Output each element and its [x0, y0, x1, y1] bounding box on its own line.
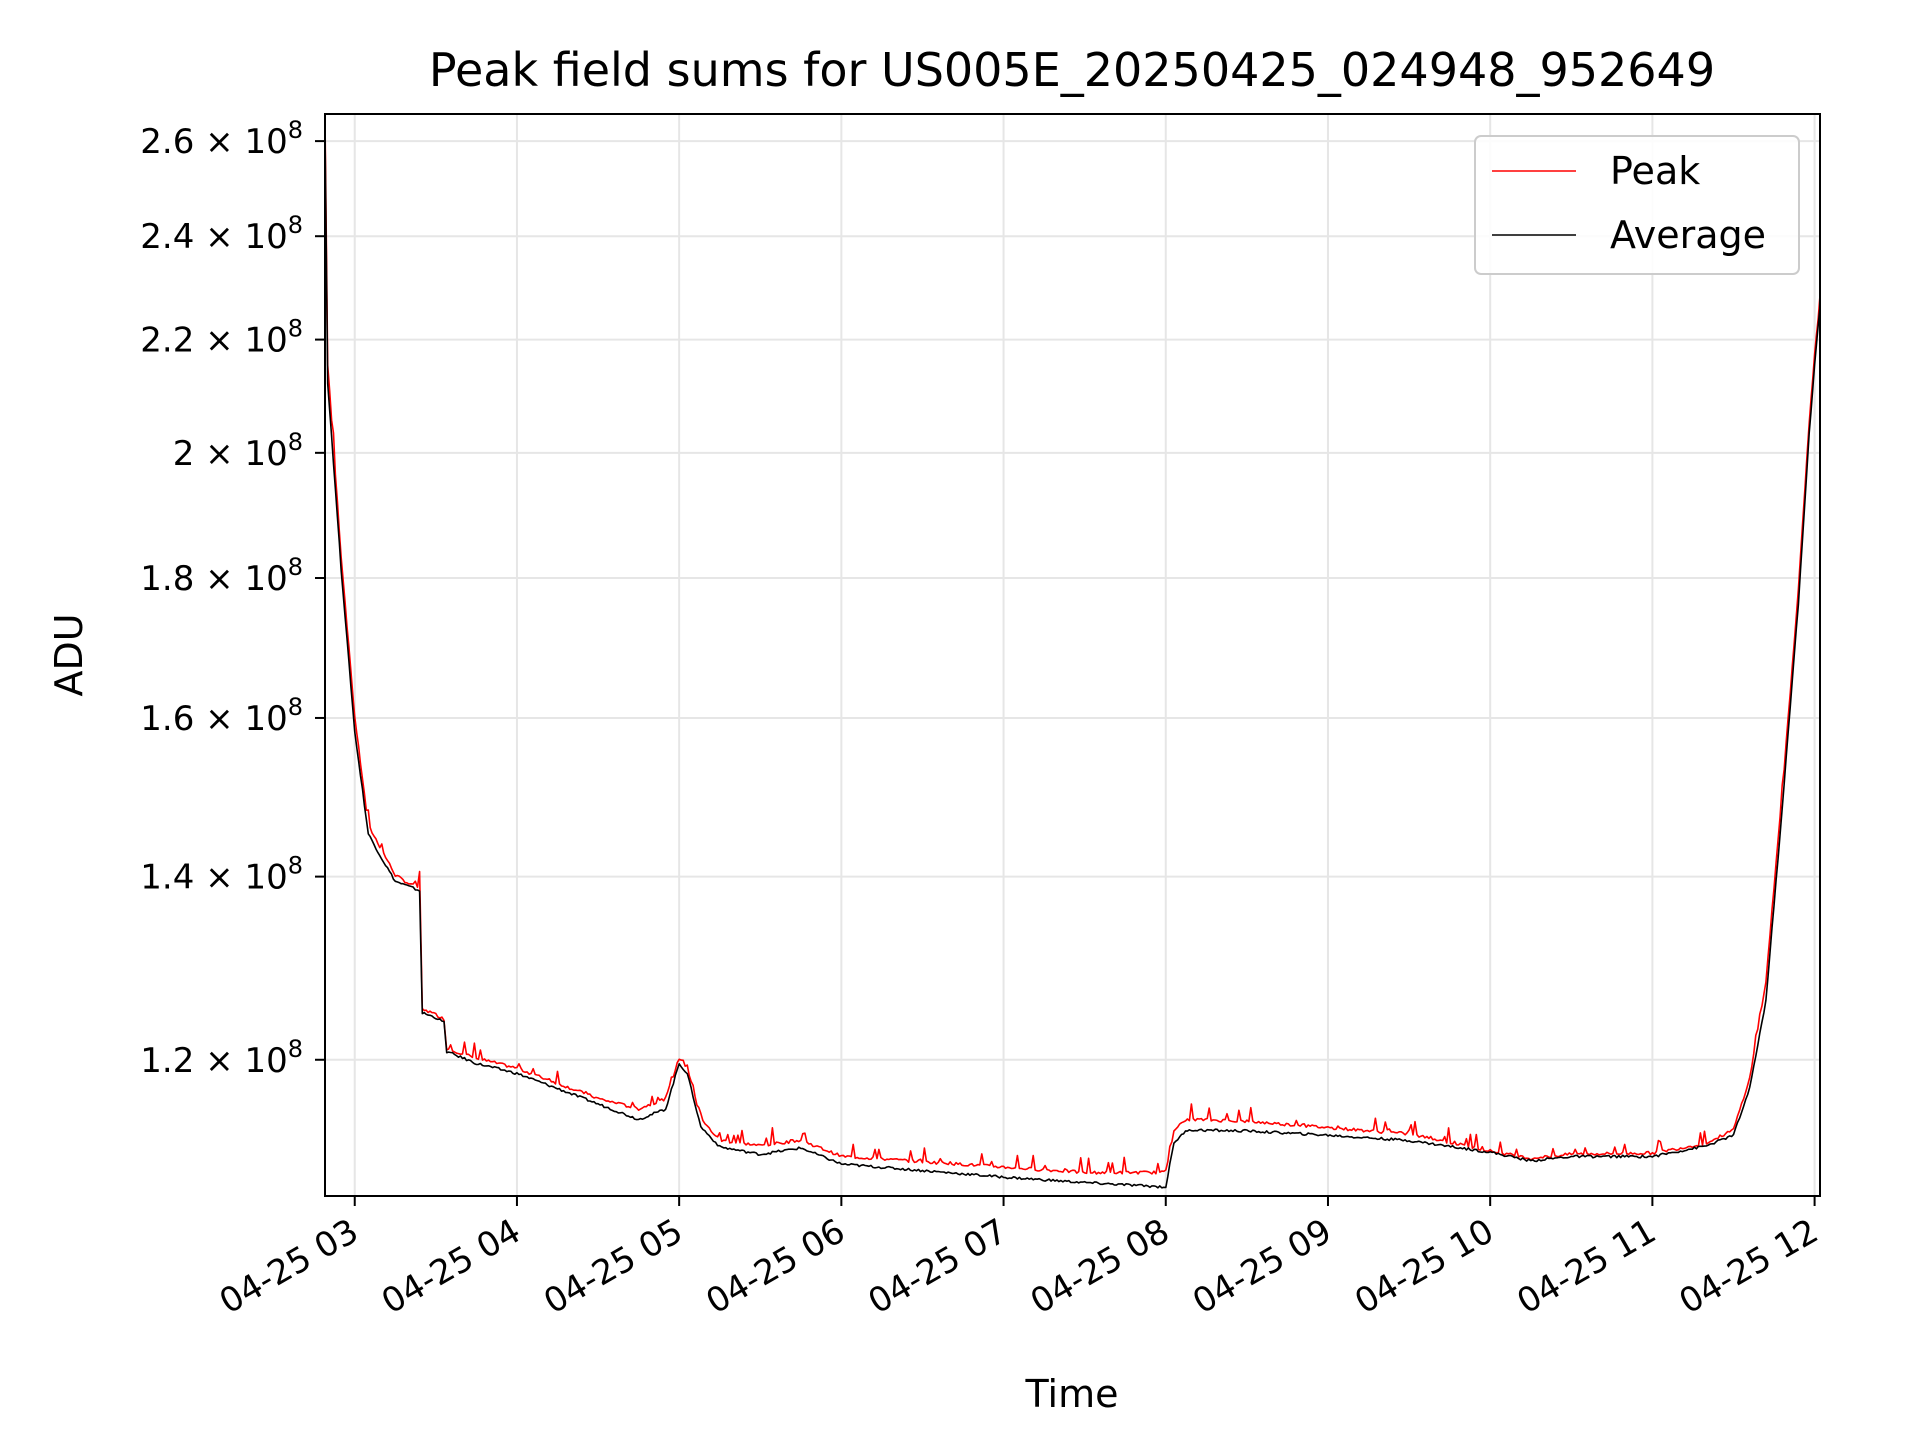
x-tick-label: 04-25 11	[1510, 1211, 1662, 1322]
x-tick-label: 04-25 04	[375, 1211, 527, 1322]
x-axis-title: Time	[1025, 1372, 1119, 1416]
grid-layer	[325, 114, 1820, 1196]
y-tick-label: 1.4 × 108	[140, 852, 303, 898]
y-tick-label: 2.4 × 108	[140, 211, 303, 257]
y-tick-label: 1.8 × 108	[140, 553, 303, 599]
x-tick-label: 04-25 09	[1186, 1211, 1338, 1322]
x-ticks: 04-25 03 04-25 04 04-25 05 04-25 06 04-25 07…	[213, 1196, 1825, 1322]
legend-label-peak: Peak	[1610, 149, 1700, 193]
y-tick-label: 2.2 × 108	[140, 315, 303, 361]
y-tick-label: 2.6 × 108	[140, 116, 303, 162]
x-tick-label: 04-25 05	[537, 1211, 689, 1322]
legend-label-average: Average	[1610, 213, 1766, 257]
plot-frame	[324, 113, 1821, 1197]
legend: Peak Average	[1474, 135, 1800, 275]
x-tick-label: 04-25 10	[1348, 1211, 1500, 1322]
y-axis-title: ADU	[47, 613, 91, 696]
chart-title: Peak field sums for US005E_20250425_0249…	[429, 43, 1715, 97]
y-ticks: 1.2 × 108 1.4 × 108 1.6 × 108 1.8 × 108 2 × …	[140, 116, 325, 1081]
x-tick-label: 04-25 07	[862, 1211, 1014, 1322]
series-line-average	[324, 131, 1821, 1189]
y-tick-label: 1.2 × 108	[140, 1035, 303, 1081]
x-tick-label: 04-25 06	[699, 1211, 851, 1322]
x-tick-label: 04-25 12	[1673, 1211, 1825, 1322]
series-layer	[324, 118, 1821, 1189]
y-tick-label: 1.6 × 108	[140, 693, 303, 739]
series-line-peak	[324, 118, 1821, 1175]
x-tick-label: 04-25 03	[213, 1211, 365, 1322]
x-tick-label: 04-25 08	[1024, 1211, 1176, 1322]
y-tick-label: 2 × 108	[173, 428, 303, 474]
